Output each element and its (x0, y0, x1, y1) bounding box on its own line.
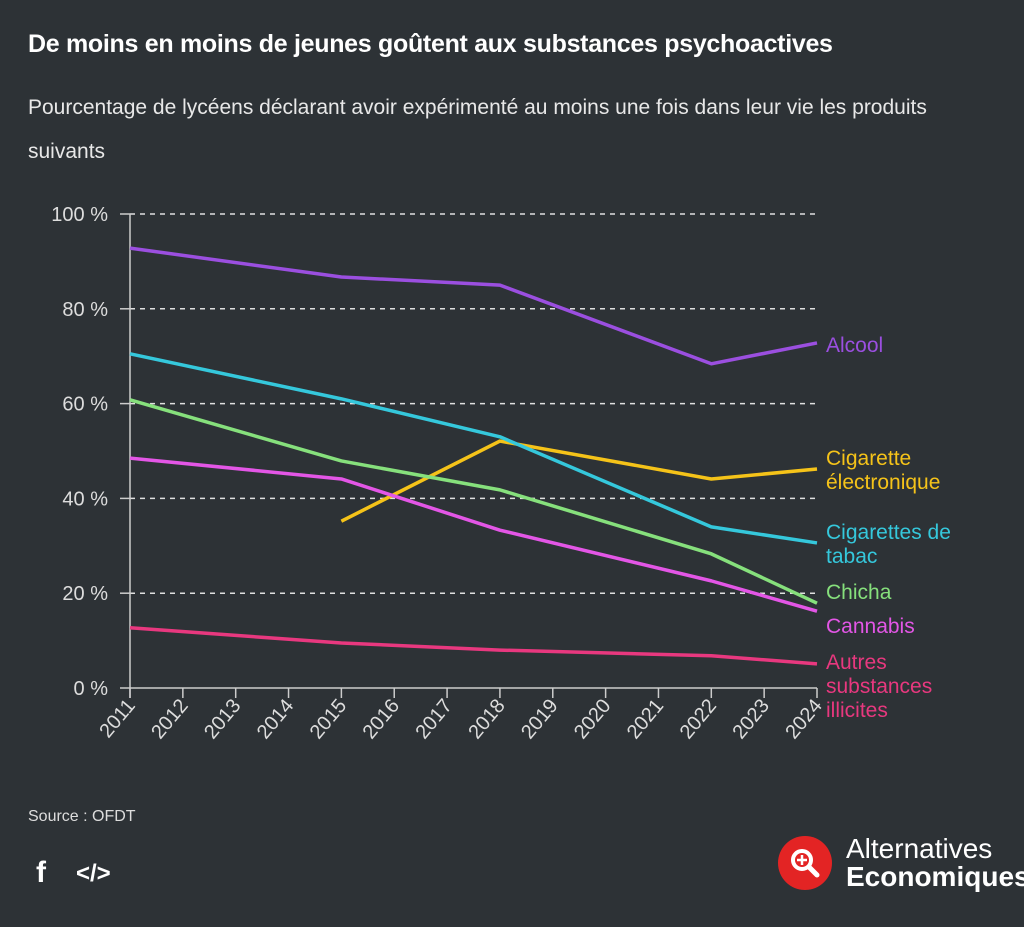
series-label: Alcool (826, 334, 883, 357)
series-line-cigarette-électronique (340, 439, 818, 523)
y-tick-label: 0 % (74, 678, 109, 700)
logo-line2: Economiques (846, 861, 1024, 892)
series-line-cigarettes-de-tabac (129, 352, 818, 545)
x-tick-label: 2015 (306, 695, 351, 743)
x-tick-label: 2018 (464, 695, 509, 743)
x-tick-label: 2019 (517, 695, 562, 743)
source-note: Source : OFDT (28, 808, 136, 825)
y-tick-label: 80 % (62, 299, 108, 321)
series-label: Autres substances illicites (826, 651, 932, 722)
x-tick-label: 2012 (147, 695, 192, 743)
chart-title: De moins en moins de jeunes goûtent aux … (28, 30, 833, 58)
x-tick-label: 2017 (411, 695, 456, 743)
chart-subtitle: Pourcentage de lycéens déclarant avoir e… (28, 96, 927, 163)
series-line-autres-substances-illicites (129, 626, 818, 666)
x-tick-label: 2020 (570, 695, 615, 743)
line-chart: 0 % 20 % 40 % 60 % 80 % 100 % 2011 2012 2013 2014… (51, 204, 951, 743)
x-tick-label: 2021 (623, 695, 668, 743)
alternatives-economiques-logo[interactable]: Alternatives Economiques (778, 835, 1024, 891)
series-label: Cannabis (826, 615, 915, 638)
y-tick-label: 60 % (62, 394, 108, 416)
facebook-icon[interactable]: f (36, 856, 46, 889)
x-tick-label: 2011 (95, 695, 140, 742)
x-tick-label: 2016 (359, 695, 404, 743)
logo-line1: Alternatives (846, 833, 993, 864)
series-label: Cigarettes de tabac (826, 521, 951, 568)
y-tick-label: 100 % (51, 204, 108, 226)
series-line-cannabis (129, 456, 818, 613)
series-label: Chicha (826, 581, 892, 604)
y-tick-label: 40 % (62, 488, 108, 510)
x-tick-label: 2023 (729, 695, 774, 743)
x-tick-label: 2014 (253, 695, 298, 743)
magnifier-plus-icon (778, 836, 832, 890)
y-tick-label: 20 % (62, 583, 108, 605)
x-tick-label: 2022 (676, 695, 721, 743)
embed-code-icon[interactable]: </> (76, 860, 111, 887)
x-tick-label: 2024 (781, 695, 826, 743)
series-label: Cigarette électronique (826, 447, 940, 494)
series-line-alcool (129, 246, 818, 366)
x-tick-label: 2013 (200, 695, 245, 743)
